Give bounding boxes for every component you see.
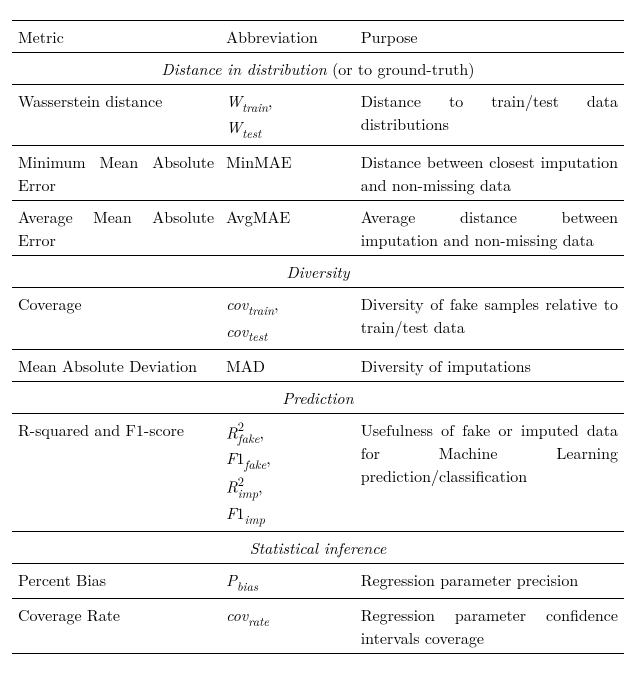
row-minmae: Minimum Mean Absolute Error MinMAE Dista…: [12, 146, 624, 201]
row-pbias: Percent Bias Pbias Regression parameter …: [12, 564, 624, 599]
cell-avgmae-abbr: AvgMAE: [220, 201, 355, 256]
section-prediction: Prediction: [12, 381, 624, 413]
section-statistical-cell: Statistical inference: [12, 532, 624, 564]
section-prediction-cell: Prediction: [12, 381, 624, 413]
cell-wasserstein-abbr: Wtrain, Wtest: [220, 85, 355, 146]
header-metric: Metric: [12, 21, 220, 53]
section-statistical-title: Statistical inference: [250, 536, 386, 559]
cell-pbias-metric: Percent Bias: [12, 564, 220, 599]
cell-pbias-abbr: Pbias: [220, 564, 355, 599]
row-rsq: R-squared and F1-score R2fake, F1fake, R…: [12, 413, 624, 531]
cell-rsq-abbr: R2fake, F1fake, R2imp, F1imp: [220, 413, 355, 531]
cell-wasserstein-purpose: Distance to train/test data distribution…: [355, 85, 624, 146]
row-coverage: Coverage covtrain, covtest Diversity of …: [12, 288, 624, 349]
cell-coverage-abbr: covtrain, covtest: [220, 288, 355, 349]
cell-rsq-metric: R-squared and F1-score: [12, 413, 220, 531]
header-purpose: Purpose: [355, 21, 624, 53]
section-diversity-title: Diversity: [286, 260, 349, 283]
cell-pbias-purpose: Regression parameter precision: [355, 564, 624, 599]
cell-covrate-purpose: Regression parameter confidence interval…: [355, 599, 624, 654]
cell-coverage-purpose: Diversity of fake samples relative to tr…: [355, 288, 624, 349]
section-diversity-cell: Diversity: [12, 256, 624, 288]
cell-minmae-purpose: Distance between closest imputation and …: [355, 146, 624, 201]
row-covrate: Coverage Rate covrate Regression paramet…: [12, 599, 624, 654]
cell-avgmae-purpose: Average distance between imputation and …: [355, 201, 624, 256]
cell-mad-abbr: MAD: [220, 349, 355, 381]
table-header-row: Metric Abbreviation Purpose: [12, 21, 624, 53]
cell-avgmae-metric: Average Mean Absolute Error: [12, 201, 220, 256]
section-distance-title-plain: (or to ground-truth): [327, 57, 475, 80]
section-prediction-title: Prediction: [282, 386, 353, 409]
section-distance-title-italic: Distance in distribution: [162, 57, 327, 80]
cell-mad-purpose: Diversity of imputations: [355, 349, 624, 381]
row-wasserstein: Wasserstein distance Wtrain, Wtest Dista…: [12, 85, 624, 146]
cell-minmae-abbr: MinMAE: [220, 146, 355, 201]
section-diversity: Diversity: [12, 256, 624, 288]
section-distance-cell: Distance in distribution (or to ground-t…: [12, 53, 624, 85]
cell-minmae-metric: Minimum Mean Absolute Error: [12, 146, 220, 201]
cell-coverage-metric: Coverage: [12, 288, 220, 349]
cell-wasserstein-metric: Wasserstein distance: [12, 85, 220, 146]
row-mad: Mean Absolute Deviation MAD Diversity of…: [12, 349, 624, 381]
section-statistical: Statistical inference: [12, 532, 624, 564]
section-distance: Distance in distribution (or to ground-t…: [12, 53, 624, 85]
cell-covrate-metric: Coverage Rate: [12, 599, 220, 654]
metrics-table: Metric Abbreviation Purpose Distance in …: [12, 20, 624, 654]
header-abbr: Abbreviation: [220, 21, 355, 53]
cell-mad-metric: Mean Absolute Deviation: [12, 349, 220, 381]
row-avgmae: Average Mean Absolute Error AvgMAE Avera…: [12, 201, 624, 256]
cell-rsq-purpose: Usefulness of fake or imputed data for M…: [355, 413, 624, 531]
cell-covrate-abbr: covrate: [220, 599, 355, 654]
